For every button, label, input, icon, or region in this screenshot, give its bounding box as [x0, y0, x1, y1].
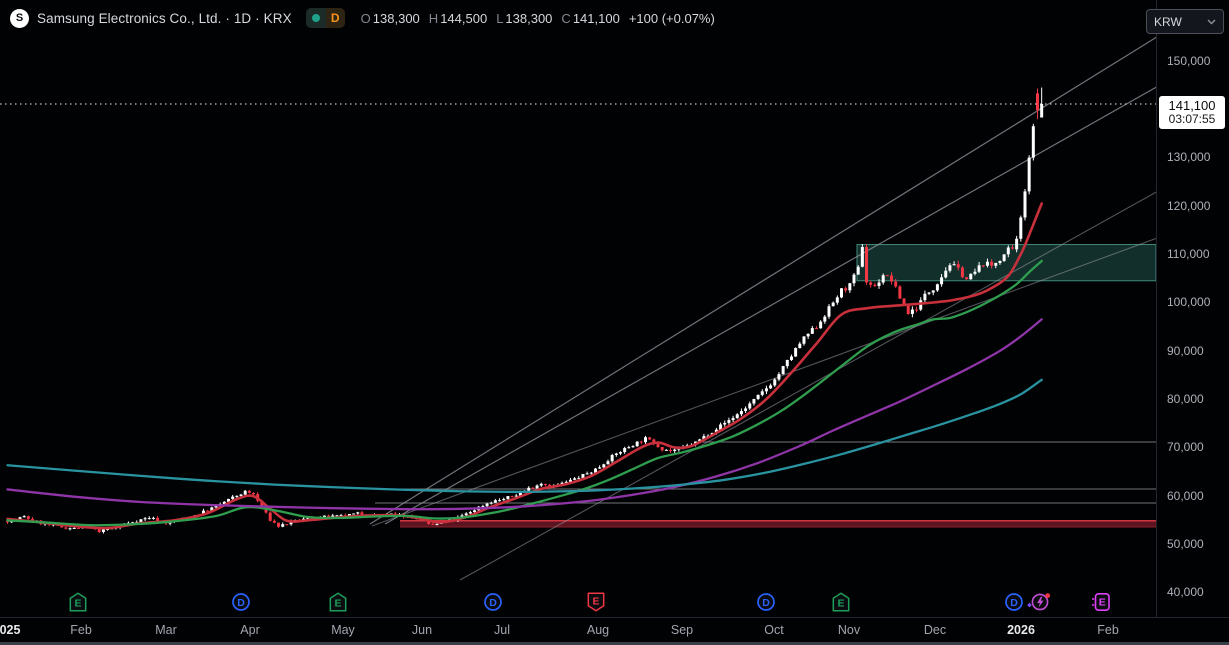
svg-text:D: D — [1010, 597, 1018, 609]
earnings-flag-down-icon[interactable]: E — [587, 592, 605, 617]
svg-text:D: D — [489, 597, 497, 609]
svg-text:E: E — [592, 596, 599, 608]
ma-fast-red[interactable] — [6, 202, 1043, 530]
svg-text:D: D — [762, 597, 770, 609]
open-value: 138,300 — [372, 10, 420, 26]
high-key: H — [428, 10, 439, 26]
dividend-circle-icon[interactable]: D — [483, 592, 503, 617]
price-axis[interactable]: 141,100 03:07:55 150,000 130,000 120,000 11… — [1156, 0, 1229, 617]
low-value: 138,300 — [505, 10, 553, 26]
down-candles — [6, 88, 1039, 534]
low-key: L — [496, 10, 504, 26]
high-value: 144,500 — [440, 10, 488, 26]
time-tick-jul: Jul — [494, 623, 510, 637]
change-value: +100 (+0.07%) — [628, 10, 715, 26]
window-edge-strip — [0, 642, 1229, 645]
time-tick-feb: Feb — [1097, 623, 1119, 637]
currency-value: KRW — [1154, 14, 1182, 29]
dividend-circle-icon[interactable]: D — [231, 592, 251, 617]
price-tick-60000: 60,000 — [1167, 489, 1204, 503]
fan-line-steep-2[interactable] — [384, 85, 1156, 525]
market-status-pill[interactable]: D — [305, 8, 345, 28]
earnings-flag-up-icon[interactable]: E — [329, 592, 347, 617]
interval-label: 1D — [233, 10, 252, 26]
ma-slowest-cyan[interactable] — [6, 378, 1043, 493]
open-key: O — [360, 10, 371, 26]
interval-badge[interactable]: D — [325, 8, 345, 28]
chart-header: S Samsung Electronics Co., Ltd. · 1D · K… — [0, 0, 1156, 36]
symbol-title[interactable]: Samsung Electronics Co., Ltd. · 1D · KRX — [37, 10, 292, 26]
bar-countdown: 03:07:55 — [1168, 112, 1216, 126]
time-tick-aug: Aug — [586, 623, 610, 637]
dividend-circle-icon[interactable]: D — [1004, 592, 1024, 617]
time-tick-2026: 2026 — [1007, 623, 1035, 637]
ohlc-readout: O 138,300 H 144,500 L 138,300 C 141,100 … — [361, 11, 715, 26]
time-tick-dec: Dec — [923, 623, 947, 637]
svg-text:D: D — [237, 597, 245, 609]
price-tick-110000: 110,000 — [1167, 247, 1210, 261]
price-tick-50000: 50,000 — [1167, 537, 1204, 551]
earnings-flag-up-icon[interactable]: E — [69, 592, 87, 617]
time-tick-feb: Feb — [70, 623, 92, 637]
flash-alert-icon[interactable] — [1027, 592, 1052, 617]
svg-text:E: E — [1099, 597, 1106, 609]
time-tick-jun: Jun — [411, 623, 433, 637]
symbol-logo[interactable]: S — [10, 8, 29, 28]
time-tick-may: May — [331, 623, 355, 637]
up-candles — [10, 87, 1044, 534]
time-tick-nov: Nov — [837, 623, 861, 637]
dividend-circle-icon[interactable]: D — [756, 592, 776, 617]
currency-selector[interactable]: KRW — [1146, 9, 1224, 34]
close-key: C — [561, 10, 571, 26]
time-tick-mar: Mar — [155, 623, 177, 637]
price-tick-130000: 130,000 — [1167, 150, 1211, 164]
svg-text:E: E — [334, 598, 341, 610]
supply-zone-teal[interactable] — [856, 244, 1156, 282]
earnings-flag-up-icon[interactable]: E — [832, 592, 850, 617]
trend-line-shallow[interactable] — [371, 237, 1156, 527]
chevron-down-icon — [1207, 19, 1216, 24]
time-tick-025: 025 — [0, 623, 21, 637]
candlestick-chart-pane[interactable] — [0, 0, 1156, 617]
svg-text:E: E — [74, 598, 81, 610]
current-price-label: 141,100 03:07:55 — [1159, 96, 1225, 129]
support-band-red[interactable] — [400, 520, 1156, 528]
price-tick-80000: 80,000 — [1167, 392, 1204, 406]
time-tick-apr: Apr — [240, 623, 260, 637]
price-tick-70000: 70,000 — [1167, 440, 1204, 454]
price-tick-40000: 40,000 — [1167, 585, 1204, 599]
ma-mid-green[interactable] — [6, 259, 1043, 527]
close-value: 141,100 — [572, 10, 620, 26]
price-tick-150000: 150,000 — [1167, 54, 1211, 68]
trend-line-mid[interactable] — [459, 190, 1156, 581]
fan-line-steep-1[interactable] — [369, 35, 1156, 525]
earnings-projected-icon[interactable]: E — [1091, 592, 1111, 617]
exchange-label: KRX — [263, 10, 292, 26]
time-tick-oct: Oct — [764, 623, 784, 637]
svg-text:E: E — [837, 598, 844, 610]
market-open-dot-icon — [305, 8, 326, 28]
time-axis[interactable]: 025 Feb Mar Apr May Jun Jul Aug Sep Oct Nov Dec 2026… — [0, 617, 1229, 644]
price-tick-90000: 90,000 — [1167, 344, 1204, 358]
price-tick-100000: 100,000 — [1167, 295, 1211, 309]
current-price-value: 141,100 — [1168, 98, 1216, 113]
ma-slow-purple[interactable] — [6, 318, 1043, 511]
time-tick-sep: Sep — [670, 623, 694, 637]
price-tick-120000: 120,000 — [1167, 199, 1211, 213]
